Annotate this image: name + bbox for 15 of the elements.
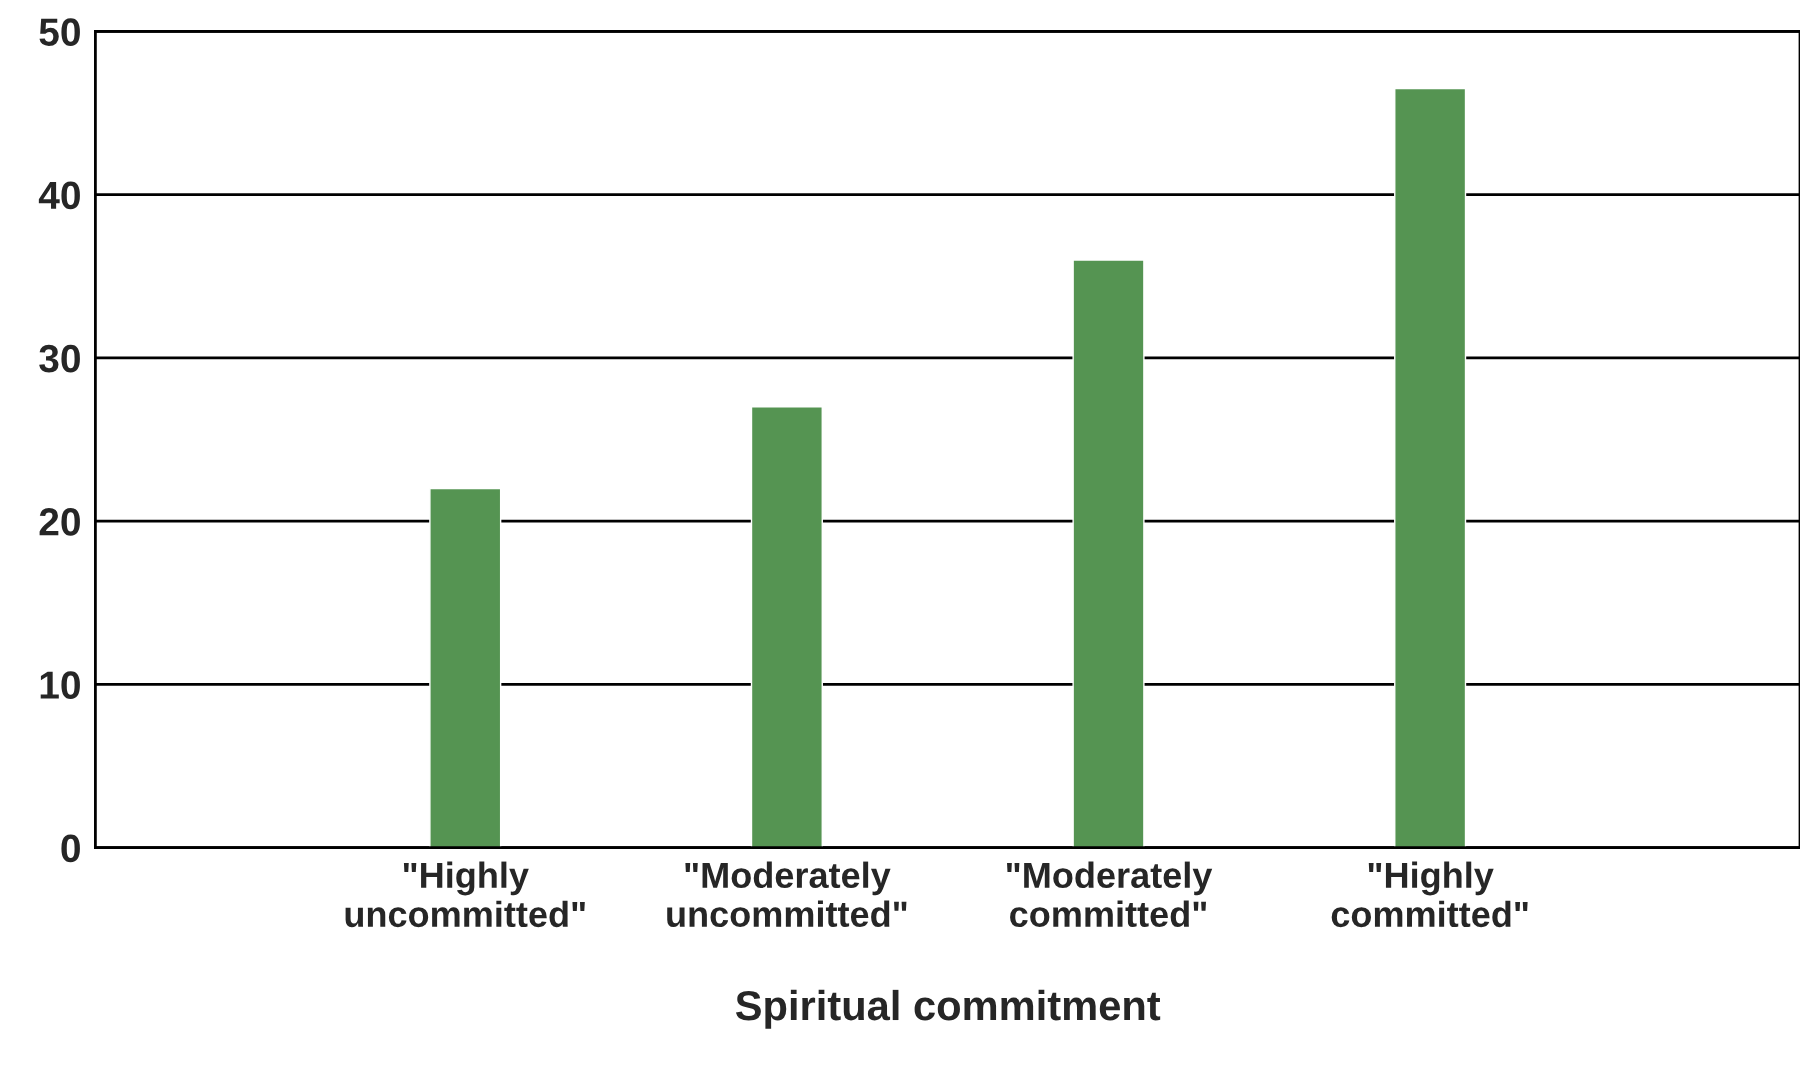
bar: [429, 487, 502, 848]
y-tick-label: 20: [39, 508, 80, 536]
y-tick-label: 50: [39, 18, 80, 46]
bar: [750, 406, 823, 848]
x-tick-label: "Highly uncommitted": [345, 861, 585, 928]
x-tick-label: "Moderately committed": [1007, 861, 1213, 927]
y-tick-label: 10: [40, 671, 80, 699]
bar: [1394, 87, 1467, 848]
y-tick-label: 0: [61, 834, 80, 863]
x-tick-label: "Highly committed": [1331, 861, 1528, 928]
y-tick-label: 30: [39, 344, 80, 373]
x-axis-title: Spiritual commitment: [735, 989, 1161, 1029]
y-tick-label: 40: [38, 181, 80, 210]
x-tick-label: "Moderately uncommitted": [667, 861, 907, 927]
bar: [1072, 259, 1145, 848]
